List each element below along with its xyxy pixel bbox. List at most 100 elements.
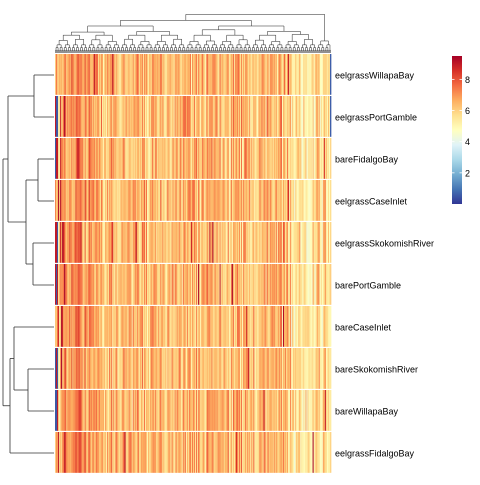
heatmap-cell	[172, 138, 174, 179]
heatmap-cell	[302, 264, 304, 305]
heatmap-cell	[209, 96, 211, 137]
heatmap-cell	[181, 306, 184, 347]
heatmap-cell	[233, 348, 236, 389]
heatmap-cell	[290, 138, 292, 179]
heatmap-cell	[325, 432, 328, 473]
heatmap-cell	[312, 138, 314, 179]
heatmap-cell	[211, 432, 213, 473]
heatmap-cell	[249, 54, 251, 95]
heatmap-cell	[274, 390, 277, 431]
heatmap-cell	[259, 180, 261, 221]
heatmap-cell	[265, 306, 267, 347]
heatmap-cell	[148, 264, 150, 305]
heatmap-cell	[174, 96, 176, 137]
heatmap-cell	[115, 180, 117, 221]
heatmap-cell	[244, 264, 246, 305]
heatmap-cell	[99, 432, 102, 473]
heatmap-cell	[314, 96, 317, 137]
heatmap-cell	[327, 432, 330, 473]
heatmap-cell	[61, 138, 63, 179]
heatmap-cell	[116, 348, 118, 389]
heatmap-cell	[232, 264, 235, 305]
heatmap-cell	[259, 222, 261, 263]
heatmap-cell	[151, 432, 153, 473]
heatmap-cell	[327, 264, 330, 305]
heatmap-cell	[256, 390, 258, 431]
heatmap-cell	[209, 264, 211, 305]
heatmap-cell	[172, 54, 174, 95]
heatmap-cell	[102, 264, 104, 305]
heatmap-cell	[191, 348, 194, 389]
heatmap-cell	[116, 96, 118, 137]
heatmap-cell	[144, 348, 147, 389]
heatmap-cell	[106, 432, 108, 473]
heatmap-cell	[72, 390, 74, 431]
heatmap-cell	[252, 432, 254, 473]
heatmap-cell	[145, 264, 148, 305]
heatmap-cell	[150, 180, 152, 221]
heatmap-cell	[302, 306, 304, 347]
heatmap-cell	[157, 180, 159, 221]
heatmap-cell	[319, 264, 322, 305]
heatmap-cell	[270, 96, 273, 137]
heatmap-cell	[118, 264, 120, 305]
heatmap-cell	[298, 348, 300, 389]
heatmap-cell	[96, 222, 99, 263]
heatmap-cell	[128, 432, 130, 473]
heatmap-cell	[142, 222, 145, 263]
heatmap-cell	[159, 264, 161, 305]
heatmap-cell	[287, 264, 289, 305]
heatmap-cell	[82, 432, 84, 473]
heatmap-cell	[188, 222, 191, 263]
heatmap-cell	[210, 138, 212, 179]
heatmap-cell	[285, 432, 287, 473]
heatmap-cell	[170, 348, 172, 389]
heatmap-cell	[222, 96, 225, 137]
heatmap-cell	[187, 222, 190, 263]
heatmap-cell	[153, 348, 155, 389]
heatmap-cell	[283, 306, 286, 347]
heatmap-cell	[84, 432, 87, 473]
heatmap-cell	[116, 138, 118, 179]
heatmap-cell	[128, 348, 130, 389]
heatmap-cell	[269, 348, 272, 389]
heatmap-cell	[88, 222, 91, 263]
heatmap-cell	[190, 432, 193, 473]
heatmap-cell	[272, 306, 275, 347]
heatmap-cell	[207, 390, 209, 431]
heatmap-cell	[257, 348, 259, 389]
heatmap-cell	[228, 54, 231, 95]
heatmap-cell	[256, 306, 258, 347]
heatmap-cell	[191, 222, 194, 263]
heatmap-cell	[230, 222, 233, 263]
heatmap-cell	[149, 390, 151, 431]
heatmap-cell	[227, 264, 230, 305]
heatmap-cell	[182, 54, 185, 95]
heatmap-cell	[176, 54, 179, 95]
heatmap-cell	[60, 390, 62, 431]
heatmap-cell	[59, 348, 61, 389]
heatmap-cell	[236, 306, 239, 347]
heatmap-cell	[293, 222, 295, 263]
row-label: bareCaseInlet	[335, 323, 392, 333]
heatmap-cell	[218, 306, 220, 347]
heatmap-cell	[213, 96, 215, 137]
heatmap-cell	[205, 138, 207, 179]
heatmap-cell	[315, 306, 318, 347]
heatmap-cell	[222, 180, 225, 221]
heatmap-cell	[207, 180, 209, 221]
heatmap-cell	[76, 432, 78, 473]
heatmap-cell	[328, 222, 331, 263]
heatmap-cell	[287, 180, 289, 221]
heatmap-cell	[184, 264, 187, 305]
heatmap-cell	[191, 432, 194, 473]
heatmap-cell	[134, 180, 137, 221]
heatmap-cell	[94, 138, 97, 179]
heatmap-cell	[102, 54, 104, 95]
heatmap-cell	[226, 390, 229, 431]
heatmap-cell	[242, 348, 244, 389]
heatmap-cell	[109, 348, 111, 389]
heatmap-cell	[57, 306, 59, 347]
heatmap-cell	[171, 96, 173, 137]
heatmap-cell	[242, 264, 244, 305]
